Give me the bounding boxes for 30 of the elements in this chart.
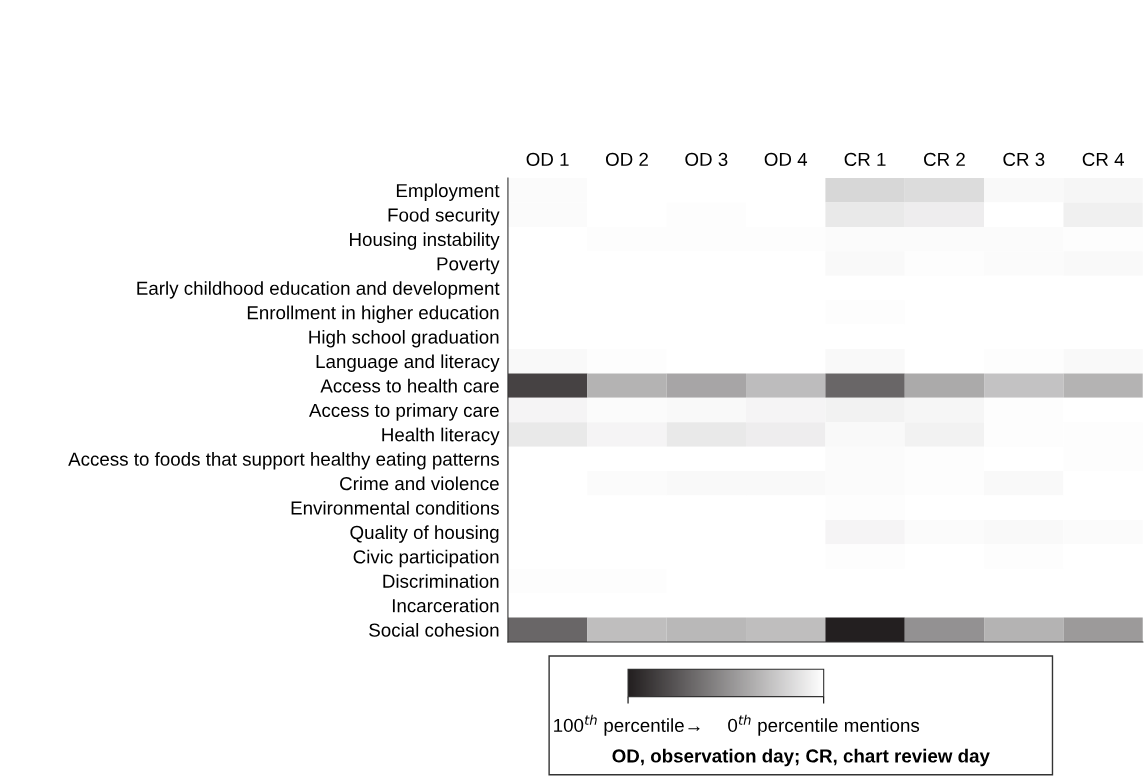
y-tick-label: Food security — [388, 207, 500, 226]
y-tick-label: Enrollment in higher education — [247, 305, 499, 324]
x-tick-label: OD 3 — [685, 152, 728, 167]
y-tick-label: Incarceration — [392, 598, 499, 613]
y-tick-label: Access to foods that support healthy eating patterns — [68, 452, 499, 470]
y-tick-label: Crime and violence — [340, 476, 499, 491]
x-tick-label: OD 4 — [764, 152, 808, 167]
y-tick-label: Social cohesion — [369, 622, 499, 637]
y-tick-label: Poverty — [437, 257, 500, 275]
x-tick-label: CR 4 — [1082, 152, 1124, 167]
color-bar-label: 100$^{th}$ percentile→ — [554, 714, 700, 736]
x-tick-label: OD 1 — [526, 152, 569, 167]
x-tick-label: OD 2 — [605, 152, 648, 167]
y-tick-label: Civic participation — [353, 549, 499, 568]
y-tick-label: Discrimination — [383, 574, 499, 588]
y-tick-label: Language and literacy — [316, 354, 500, 372]
x-tick-label: CR 1 — [844, 152, 886, 167]
y-tick-label: Early childhood education and development — [137, 281, 500, 299]
y-tick-label: Access to primary care — [308, 403, 499, 421]
x-tick-label: CR 2 — [924, 152, 965, 167]
color-bar-label: 0$^{th}$ percentile mentions — [728, 714, 920, 736]
y-tick-label: Access to health care — [320, 378, 499, 393]
x-tick-label: CR 3 — [1003, 152, 1045, 167]
text: OD, observation day; CR, chart review day — [612, 748, 990, 767]
y-tick-label: Health literacy — [382, 427, 500, 446]
y-tick-label: Employment — [396, 183, 500, 201]
y-tick-label: High school graduation — [309, 329, 499, 348]
y-tick-label: Housing instability — [350, 232, 500, 250]
y-tick-label: Quality of housing — [350, 525, 499, 543]
y-tick-label: Environmental conditions — [291, 500, 499, 515]
